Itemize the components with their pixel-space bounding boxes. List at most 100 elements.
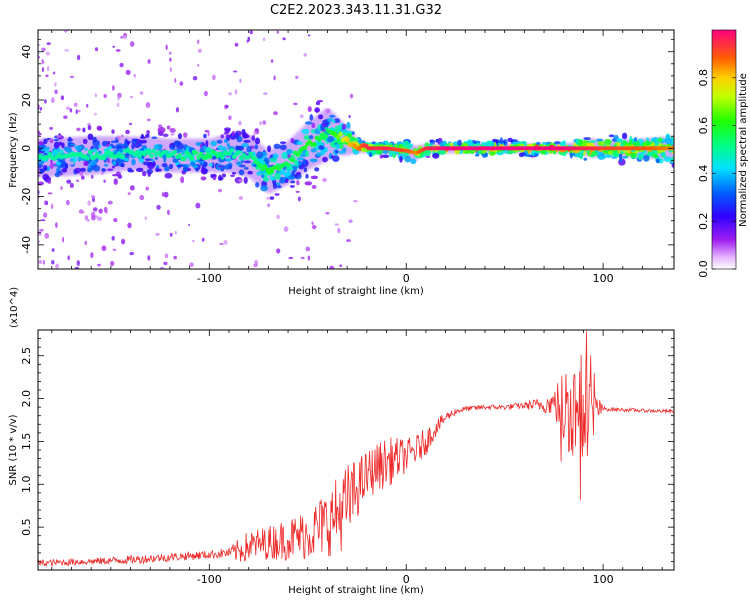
- spectrogram-speckle-cell: [63, 115, 68, 119]
- spectrogram-cell: [291, 170, 296, 175]
- ridge-cell: [338, 131, 343, 137]
- spectrogram-cell: [116, 143, 124, 147]
- spectrogram-cell: [223, 139, 228, 143]
- spectrogram-cell: [597, 141, 605, 146]
- snr-series-line: [38, 331, 674, 568]
- spectrogram-speckle-cell: [103, 179, 106, 183]
- spectrogram-cell: [350, 136, 355, 141]
- spectrogram-cell: [289, 185, 295, 188]
- spectrogram-cell: [138, 157, 145, 163]
- spectrogram-speckle-cell: [323, 128, 326, 133]
- spectrogram-cell: [662, 151, 666, 159]
- spectrogram-cell: [435, 138, 439, 143]
- spectrogram-speckle-cell: [44, 232, 50, 239]
- ridge-cell: [250, 155, 256, 160]
- ridge-cell: [87, 149, 93, 155]
- spectrogram-speckle-cell: [103, 93, 107, 99]
- spectrogram-speckle-cell: [299, 114, 304, 119]
- spectrogram-speckle-cell: [163, 261, 168, 266]
- ridge-cell: [286, 162, 291, 168]
- spectrogram-speckle-cell: [81, 211, 85, 214]
- spectrogram-cell: [499, 137, 504, 145]
- y-tick-label: 1.0: [20, 476, 33, 494]
- spectrogram-speckle-cell: [165, 44, 168, 51]
- spectrogram-speckle-cell: [98, 208, 103, 214]
- spectrogram-speckle-cell: [296, 180, 300, 186]
- spectrogram-cell: [272, 153, 279, 159]
- spectrogram-cell: [553, 141, 561, 145]
- ridge-cell: [47, 152, 53, 157]
- spectrogram-speckle-cell: [84, 215, 89, 221]
- spectrogram-cell: [151, 136, 158, 140]
- spectrogram-cell: [371, 141, 376, 144]
- spectrogram-cell: [652, 154, 659, 158]
- spectrogram-speckle-cell: [234, 158, 238, 164]
- spectrogram-speckle-cell: [45, 200, 49, 206]
- spectrogram-speckle-cell: [106, 143, 110, 148]
- y-tick-label: 2.5: [20, 347, 33, 365]
- spectrogram-cell: [68, 143, 76, 146]
- spectrogram-cell: [309, 114, 314, 121]
- spectrogram-cell: [663, 156, 672, 163]
- spectrogram-cell: [217, 145, 224, 151]
- spectrogram-cell: [569, 151, 573, 159]
- spectrogram-cell: [645, 141, 652, 146]
- ridge-cell: [246, 155, 251, 160]
- spectrogram-speckle-cell: [169, 57, 172, 62]
- spectrogram-cell: [238, 169, 245, 176]
- spectrogram-speckle-cell: [266, 197, 271, 200]
- spectrogram-cell: [145, 134, 150, 138]
- spectrogram-cell: [90, 165, 95, 171]
- spectrogram-cell: [279, 168, 286, 176]
- spectrogram-cell: [607, 150, 614, 156]
- spectrogram-cell: [144, 158, 152, 162]
- spectrogram-speckle-cell: [127, 192, 131, 196]
- spectrogram-speckle-cell: [238, 196, 243, 201]
- spectrogram-speckle-cell: [94, 93, 97, 98]
- spectrogram-cell: [339, 127, 348, 133]
- spectrogram-cell: [255, 181, 260, 188]
- spectrogram-cell: [176, 164, 183, 168]
- spectrogram-speckle-cell: [38, 259, 42, 265]
- spectrogram-cell: [387, 142, 394, 146]
- spectrogram-cell: [247, 170, 253, 175]
- spectrogram-cell: [64, 148, 73, 153]
- spectrogram-cell: [379, 154, 384, 159]
- spectrogram-cell: [74, 167, 82, 174]
- spectrogram-cell: [49, 126, 54, 131]
- spectrogram-cell: [61, 142, 65, 149]
- spectrogram-speckle-cell: [76, 54, 81, 61]
- spectrogram-speckle-cell: [217, 188, 223, 193]
- spectrogram-speckle-cell: [273, 75, 276, 81]
- ridge-cell: [208, 153, 213, 159]
- spectrogram-cell: [655, 158, 660, 164]
- spectrogram-speckle-cell: [179, 81, 184, 86]
- ridge-cell: [163, 149, 168, 155]
- spectrogram-speckle-cell: [139, 91, 144, 95]
- spectrogram-cell: [439, 149, 446, 156]
- spectrogram-speckle-cell: [45, 74, 49, 78]
- spectrogram-speckle-cell: [203, 90, 208, 97]
- spectrogram-speckle-cell: [52, 71, 56, 75]
- spectrogram-speckle-cell: [51, 259, 55, 265]
- ridge-cell: [182, 156, 187, 162]
- x-tick-label: 100: [593, 573, 614, 586]
- spectrogram-cell: [43, 138, 48, 145]
- spectrogram-speckle-cell: [253, 130, 256, 136]
- spectrogram-cell: [223, 127, 231, 131]
- spectrogram-speckle-cell: [46, 42, 51, 45]
- spectrogram-cell: [274, 193, 280, 196]
- spectrogram-cell: [658, 137, 663, 143]
- spectrogram-cell: [64, 163, 69, 170]
- spectrogram-cell: [104, 163, 109, 167]
- spectrogram-cell: [310, 148, 317, 153]
- spectrogram-cell: [612, 151, 619, 157]
- spectrogram-speckle-cell: [156, 204, 161, 210]
- spectrogram-cell: [127, 167, 133, 172]
- spectrogram-cell: [368, 152, 373, 157]
- spectrogram-cell: [50, 151, 59, 156]
- spectrogram-speckle-cell: [38, 43, 41, 46]
- spectrogram-cell: [116, 145, 124, 149]
- spectrogram-cell: [542, 141, 546, 146]
- spectrogram-cell: [269, 157, 278, 163]
